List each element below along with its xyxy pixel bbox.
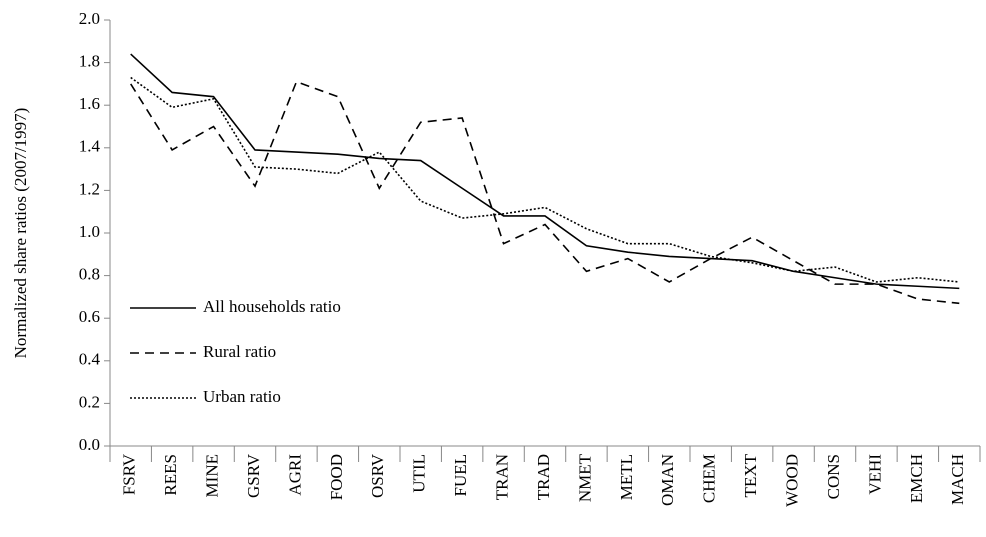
y-tick-label: 1.8 [79,52,100,71]
x-tick-label: FOOD [327,454,346,500]
x-tick-label: OSRV [368,453,387,498]
y-tick-label: 0.6 [79,307,100,326]
x-tick-label: MACH [948,454,967,505]
y-tick-label: 1.0 [79,222,100,241]
x-tick-label: AGRI [285,454,304,496]
x-tick-label: TRAN [492,454,511,500]
y-tick-label: 1.2 [79,179,100,198]
x-tick-label: WOOD [782,454,801,507]
y-axis-label: Normalized share ratios (2007/1997) [11,108,30,359]
y-tick-label: 0.8 [79,265,100,284]
x-tick-label: FUEL [451,454,470,497]
x-tick-label: CHEM [700,454,719,503]
x-tick-label: MINE [202,454,221,497]
x-tick-label: CONS [824,454,843,499]
x-tick-label: TEXT [741,453,760,497]
y-tick-label: 1.6 [79,94,100,113]
x-tick-label: TRAD [534,454,553,500]
x-tick-label: UTIL [410,454,429,493]
y-tick-label: 2.0 [79,9,100,28]
x-tick-label: NMET [575,453,594,502]
x-tick-label: OMAN [658,454,677,506]
x-tick-label: VEHI [865,454,884,495]
series-line [130,80,960,305]
x-tick-label: REES [161,454,180,496]
y-tick-label: 0.2 [79,392,100,411]
y-tick-label: 0.0 [79,435,100,454]
y-tick-label: 1.4 [79,137,101,156]
legend-label: All households ratio [203,297,341,316]
series-line [130,53,960,290]
x-tick-label: METL [617,454,636,500]
x-tick-label: FSRV [120,453,139,495]
legend-label: Urban ratio [203,387,281,406]
x-tick-label: GSRV [244,453,263,498]
legend-label: Rural ratio [203,342,276,361]
y-tick-label: 0.4 [79,350,101,369]
x-tick-label: EMCH [907,454,926,503]
series-line [130,76,960,283]
